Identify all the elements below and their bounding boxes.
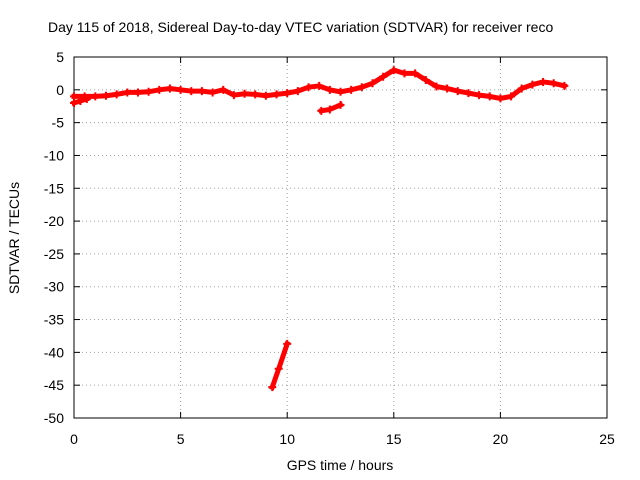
- data-point: [187, 87, 196, 96]
- data-point: [251, 90, 260, 99]
- data-point: [229, 91, 238, 100]
- data-point: [197, 87, 206, 96]
- data-point: [91, 92, 100, 101]
- y-tick-label: -30: [44, 279, 64, 295]
- data-point: [293, 87, 302, 96]
- y-tick-label: -15: [44, 180, 64, 196]
- chart-title: Day 115 of 2018, Sidereal Day-to-day VTE…: [48, 19, 553, 35]
- data-point: [432, 82, 441, 91]
- y-tick-label: -20: [44, 213, 64, 229]
- x-tick-label: 0: [70, 431, 78, 447]
- x-tick-label: 25: [599, 431, 615, 447]
- plot-frame: [73, 56, 608, 419]
- data-point: [325, 85, 334, 94]
- data-point: [272, 90, 281, 99]
- data-point: [304, 83, 313, 92]
- data-point: [517, 84, 526, 93]
- data-point: [219, 85, 228, 94]
- data-point: [82, 95, 91, 104]
- data-point: [176, 85, 185, 94]
- data-point: [443, 84, 452, 93]
- data-point: [283, 339, 292, 348]
- y-tick-label: 5: [56, 49, 64, 65]
- data-series: [70, 66, 569, 392]
- data-point: [528, 80, 537, 89]
- y-tick-label: -10: [44, 147, 64, 163]
- x-tick-label: 20: [493, 431, 509, 447]
- x-tick-label: 15: [386, 431, 402, 447]
- y-tick-label: 0: [56, 82, 64, 98]
- data-point: [400, 69, 409, 78]
- data-point: [101, 91, 110, 100]
- data-point: [123, 88, 132, 97]
- data-point: [133, 88, 142, 97]
- data-point: [336, 87, 345, 96]
- data-point: [268, 383, 277, 392]
- data-point: [496, 94, 505, 103]
- data-point: [357, 83, 366, 92]
- data-point: [507, 92, 516, 101]
- data-point: [240, 89, 249, 98]
- data-point: [485, 92, 494, 101]
- data-point: [261, 91, 270, 100]
- data-point: [368, 79, 377, 88]
- data-point: [165, 84, 174, 93]
- y-tick-label: -50: [44, 410, 64, 426]
- data-point: [76, 96, 85, 105]
- x-tick-label: 10: [279, 431, 295, 447]
- data-point: [539, 77, 548, 86]
- x-axis-label: GPS time / hours: [287, 457, 394, 473]
- data-point: [208, 88, 217, 97]
- data-point: [411, 69, 420, 78]
- data-point: [336, 100, 345, 109]
- data-point: [379, 72, 388, 81]
- data-point: [315, 81, 324, 90]
- y-tick-label: -25: [44, 246, 64, 262]
- data-point: [475, 91, 484, 100]
- x-tick-label: 5: [177, 431, 185, 447]
- data-point: [421, 75, 430, 84]
- data-point: [274, 364, 283, 373]
- y-tick-label: -35: [44, 312, 64, 328]
- grid: [74, 57, 607, 418]
- ticks: 0 5 10 15 20 25 5 0 -5 -10 -15 -20 -25 -30 -35 -40 -45 -5…: [44, 49, 615, 447]
- data-point: [464, 89, 473, 98]
- data-point: [155, 85, 164, 94]
- data-point: [549, 79, 558, 88]
- data-point: [453, 87, 462, 96]
- data-point: [317, 106, 326, 115]
- y-axis-label: SDTVAR / TECUs: [6, 182, 22, 294]
- data-point: [112, 90, 121, 99]
- data-point: [560, 81, 569, 90]
- data-point: [325, 105, 334, 114]
- data-point: [347, 85, 356, 94]
- data-point: [144, 87, 153, 96]
- y-tick-label: -40: [44, 344, 64, 360]
- data-point: [70, 98, 78, 107]
- y-tick-label: -45: [44, 377, 64, 393]
- data-point: [389, 66, 398, 75]
- data-point: [283, 89, 292, 98]
- series-outlier-9h: [269, 340, 291, 391]
- y-tick-label: -5: [52, 115, 65, 131]
